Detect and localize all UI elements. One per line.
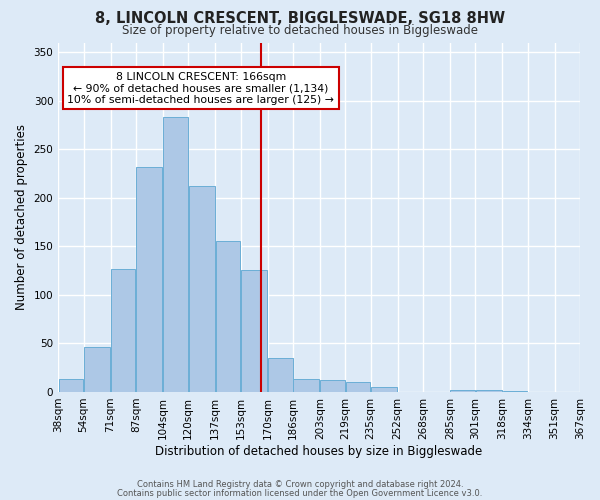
Bar (188, 186, 215, 392)
Bar (476, 390, 502, 392)
Bar (59, 380, 83, 392)
Bar (111, 268, 136, 392)
Bar (346, 382, 370, 392)
Bar (215, 242, 240, 392)
Bar (241, 270, 267, 392)
Bar (503, 391, 527, 392)
Text: 8, LINCOLN CRESCENT, BIGGLESWADE, SG18 8HW: 8, LINCOLN CRESCENT, BIGGLESWADE, SG18 8… (95, 11, 505, 26)
Bar (371, 387, 397, 392)
Bar (268, 358, 293, 392)
Bar (136, 167, 163, 392)
Text: Contains HM Land Registry data © Crown copyright and database right 2024.: Contains HM Land Registry data © Crown c… (137, 480, 463, 489)
X-axis label: Distribution of detached houses by size in Biggleswade: Distribution of detached houses by size … (155, 444, 483, 458)
Bar (84, 348, 110, 392)
Text: Size of property relative to detached houses in Biggleswade: Size of property relative to detached ho… (122, 24, 478, 37)
Text: 8 LINCOLN CRESCENT: 166sqm
← 90% of detached houses are smaller (1,134)
10% of s: 8 LINCOLN CRESCENT: 166sqm ← 90% of deta… (67, 72, 334, 105)
Bar (293, 380, 319, 392)
Bar (163, 117, 188, 392)
Y-axis label: Number of detached properties: Number of detached properties (15, 124, 28, 310)
Text: Contains public sector information licensed under the Open Government Licence v3: Contains public sector information licen… (118, 488, 482, 498)
Bar (451, 390, 475, 392)
Bar (320, 380, 345, 392)
